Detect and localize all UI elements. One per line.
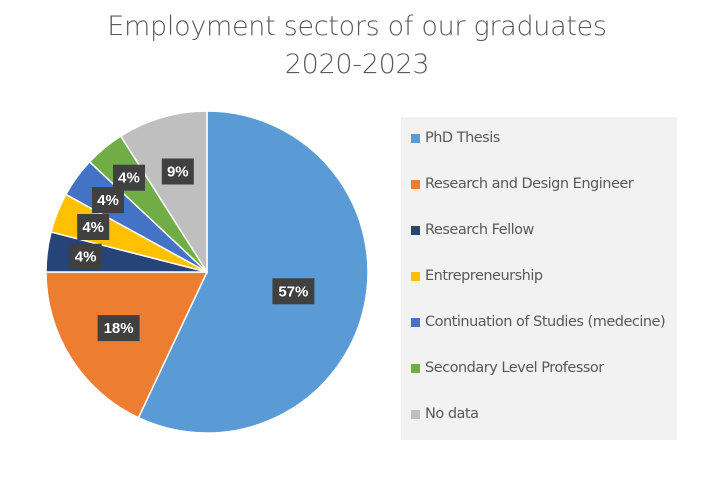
data-label-research-and-design-engineer: 18% xyxy=(97,315,140,342)
legend-label: Research Fellow xyxy=(425,222,534,238)
data-label-box xyxy=(69,243,102,270)
legend-label: Continuation of Studies (medecine) xyxy=(425,314,666,330)
legend-swatch xyxy=(411,179,420,189)
pie-slice-no-data xyxy=(119,110,208,275)
legend-swatch xyxy=(411,409,420,419)
chart-subtitle-line: 2020-2023 xyxy=(284,49,430,80)
data-label-text: 57% xyxy=(278,283,308,300)
legend-label: Secondary Level Professor xyxy=(425,360,604,376)
legend-label: Research and Design Engineer xyxy=(425,176,634,192)
legend-swatch xyxy=(411,363,420,373)
data-label-box xyxy=(161,158,194,185)
data-label-box xyxy=(272,278,315,305)
data-label-entrepreneurship: 4% xyxy=(77,214,110,240)
legend-swatch xyxy=(411,271,420,281)
data-label-text: 4% xyxy=(97,192,119,209)
legend-item-no-data: No data xyxy=(411,404,479,424)
data-label-text: 4% xyxy=(82,219,104,236)
legend-swatch xyxy=(411,133,420,143)
chart-title-line: Employment sectors of our graduates xyxy=(107,11,607,42)
legend-item-phd-thesis: PhD Thesis xyxy=(411,128,500,148)
legend-label: No data xyxy=(425,406,479,422)
data-label-text: 4% xyxy=(118,170,140,187)
legend-label: Entrepreneurship xyxy=(425,268,543,284)
legend-swatch xyxy=(411,225,420,235)
legend-item-research-and-design-engineer: Research and Design Engineer xyxy=(411,174,634,194)
data-label-box xyxy=(77,214,110,240)
data-label-phd-thesis: 57% xyxy=(272,278,315,305)
pie-slice-phd-thesis xyxy=(137,110,369,434)
chart-legend: PhD Thesis Research and Design Engineer Re… xyxy=(401,117,677,440)
data-label-research-fellow: 4% xyxy=(69,243,102,270)
chart-title: Employment sectors of our graduates 2020… xyxy=(0,8,714,84)
data-label-box xyxy=(97,315,140,342)
legend-item-entrepreneurship: Entrepreneurship xyxy=(411,266,543,286)
legend-item-continuation-of-studies-medecine: Continuation of Studies (medecine) xyxy=(411,312,666,332)
pie-slice-research-and-design-engineer xyxy=(45,271,209,419)
data-label-continuation-of-studies-medecine: 4% xyxy=(92,187,124,214)
legend-swatch xyxy=(411,317,420,327)
data-label-no-data: 9% xyxy=(161,158,194,185)
data-label-text: 4% xyxy=(75,249,97,266)
data-label-box xyxy=(92,187,124,214)
data-label-text: 18% xyxy=(104,320,134,337)
legend-item-secondary-level-professor: Secondary Level Professor xyxy=(411,358,604,378)
legend-label: PhD Thesis xyxy=(425,130,500,146)
data-label-box xyxy=(113,164,145,191)
legend-item-research-fellow: Research Fellow xyxy=(411,220,534,240)
data-label-text: 9% xyxy=(167,164,189,181)
data-label-secondary-level-professor: 4% xyxy=(113,164,145,191)
